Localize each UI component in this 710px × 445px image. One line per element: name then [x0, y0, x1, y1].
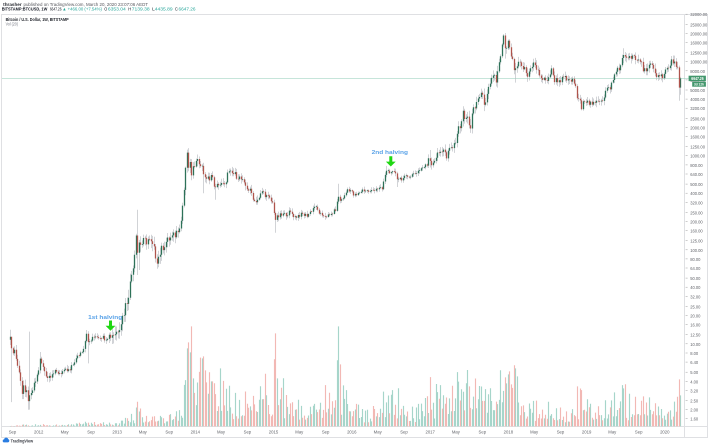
svg-text:May: May [530, 430, 539, 435]
svg-text:800.00: 800.00 [690, 163, 703, 168]
svg-text:BITSTAMP:BTCUSD, 1W: BITSTAMP:BTCUSD, 1W [2, 6, 48, 11]
svg-text:thrasher: thrasher [3, 2, 22, 7]
svg-text:Vol (20): Vol (20) [6, 22, 19, 27]
svg-text:2000.00: 2000.00 [690, 125, 706, 130]
svg-text:2016: 2016 [347, 430, 357, 435]
svg-text:6.40: 6.40 [690, 360, 699, 365]
svg-text:7139.38: 7139.38 [132, 6, 150, 11]
svg-text:2.00: 2.00 [690, 408, 699, 413]
svg-text:2500.00: 2500.00 [690, 116, 706, 121]
svg-text:4435.89: 4435.89 [155, 6, 173, 11]
svg-text:1000.00: 1000.00 [690, 154, 706, 159]
svg-text:May: May [295, 430, 304, 435]
svg-text:May: May [217, 430, 226, 435]
svg-text:May: May [61, 430, 70, 435]
svg-text:2015: 2015 [269, 430, 279, 435]
svg-text:1600.00: 1600.00 [690, 135, 706, 140]
svg-text:Sep: Sep [400, 430, 408, 435]
svg-text:C: C [175, 6, 178, 11]
svg-text:200.00: 200.00 [690, 220, 703, 225]
svg-text:400.00: 400.00 [690, 191, 703, 196]
svg-text:Sep: Sep [479, 430, 487, 435]
svg-text:8000.00: 8000.00 [690, 69, 706, 74]
svg-text:16.00: 16.00 [690, 323, 701, 328]
svg-text:12500.00: 12500.00 [690, 51, 708, 56]
svg-text:80.00: 80.00 [690, 257, 701, 262]
svg-text:O: O [104, 6, 108, 11]
svg-text:50.00: 50.00 [690, 276, 701, 281]
svg-text:Sep: Sep [87, 430, 95, 435]
svg-text:5.00: 5.00 [690, 370, 699, 375]
svg-text:64.00: 64.00 [690, 266, 701, 271]
svg-text:▲ +466.00 (+7.54%): ▲ +466.00 (+7.54%) [62, 6, 102, 11]
svg-text:640.00: 640.00 [690, 172, 703, 177]
svg-text:2012: 2012 [34, 430, 44, 435]
svg-text:May: May [374, 430, 383, 435]
svg-text:20000.00: 20000.00 [690, 31, 708, 36]
svg-text:1.60: 1.60 [690, 417, 699, 422]
svg-text:H: H [128, 6, 131, 11]
svg-text:TradingView: TradingView [11, 439, 34, 444]
svg-text:May: May [608, 430, 617, 435]
svg-text:Bitcoin / U.S. Dollar, 1W, BIT: Bitcoin / U.S. Dollar, 1W, BITSTAMP [6, 17, 69, 22]
svg-text:500.00: 500.00 [690, 182, 703, 187]
svg-text:320.00: 320.00 [690, 200, 703, 205]
svg-text:8.00: 8.00 [690, 351, 699, 356]
svg-text:Sep: Sep [557, 430, 565, 435]
svg-text:6647.26: 6647.26 [691, 76, 704, 81]
svg-text:3.20: 3.20 [690, 388, 699, 393]
svg-text:40.00: 40.00 [690, 285, 701, 290]
svg-text:12.50: 12.50 [690, 333, 701, 338]
svg-text:2019: 2019 [582, 430, 592, 435]
svg-text:4000.00: 4000.00 [690, 97, 706, 102]
svg-text:160.00: 160.00 [690, 229, 703, 234]
svg-text:2017: 2017 [425, 430, 435, 435]
svg-text:Sep: Sep [635, 430, 643, 435]
svg-text:6647.26: 6647.26 [179, 6, 197, 11]
svg-text:3d 12h: 3d 12h [694, 82, 704, 87]
svg-text:Sep: Sep [244, 430, 252, 435]
svg-text:2018: 2018 [504, 430, 514, 435]
svg-text:2014: 2014 [191, 430, 201, 435]
svg-text:Sep: Sep [322, 430, 330, 435]
svg-text:25.00: 25.00 [690, 304, 701, 309]
svg-text:2nd halving: 2nd halving [372, 150, 409, 156]
svg-text:250.00: 250.00 [690, 210, 703, 215]
svg-text:L: L [152, 6, 155, 11]
svg-text:5000.00: 5000.00 [690, 88, 706, 93]
svg-text:32.00: 32.00 [690, 294, 701, 299]
svg-text:10000.00: 10000.00 [690, 60, 708, 65]
svg-text:100.00: 100.00 [690, 248, 703, 253]
svg-text:16000.00: 16000.00 [690, 41, 708, 46]
svg-text:Sep: Sep [9, 430, 17, 435]
svg-text:2020: 2020 [660, 430, 670, 435]
svg-text:published on TradingView.com,: published on TradingView.com, March 20, … [24, 2, 149, 7]
svg-text:25000.00: 25000.00 [690, 22, 708, 27]
svg-text:20.00: 20.00 [690, 314, 701, 319]
svg-text:May: May [452, 430, 461, 435]
svg-text:6353.04: 6353.04 [108, 6, 126, 11]
svg-text:6647.26: 6647.26 [50, 6, 62, 11]
svg-text:125.00: 125.00 [690, 239, 703, 244]
svg-text:1st halving: 1st halving [88, 315, 123, 321]
svg-text:May: May [139, 430, 148, 435]
svg-text:32000.00: 32000.00 [690, 12, 708, 17]
svg-text:2013: 2013 [112, 430, 122, 435]
svg-text:1250.00: 1250.00 [690, 145, 706, 150]
svg-text:10.00: 10.00 [690, 342, 701, 347]
svg-text:3200.00: 3200.00 [690, 106, 706, 111]
svg-text:Sep: Sep [165, 430, 173, 435]
svg-text:2.50: 2.50 [690, 399, 699, 404]
svg-text:4.00: 4.00 [690, 379, 699, 384]
